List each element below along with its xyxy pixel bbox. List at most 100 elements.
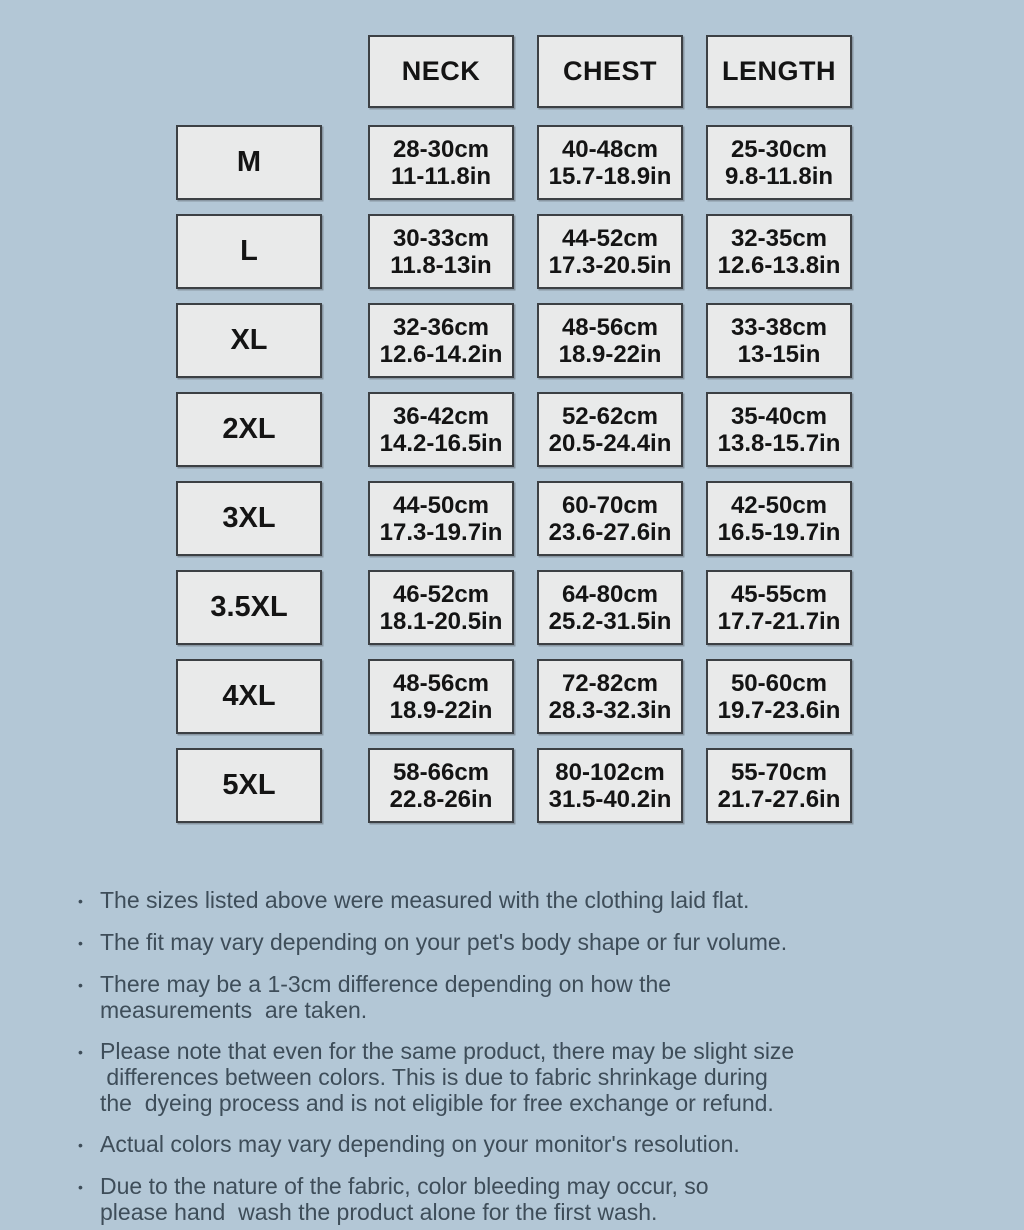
note-text: Actual colors may vary depending on your… (100, 1131, 740, 1157)
measurement-cell: 42-50cm 16.5-19.7in (706, 481, 852, 556)
bullet-icon: • (78, 935, 83, 951)
measurement-cell: 72-82cm 28.3-32.3in (537, 659, 683, 734)
size-label: M (176, 125, 322, 200)
measurement-cell: 35-40cm 13.8-15.7in (706, 392, 852, 467)
cm-range: 46-52cm (392, 580, 490, 608)
in-range: 17.3-20.5in (548, 251, 672, 279)
bullet-icon: • (78, 1137, 83, 1153)
note-item: • The sizes listed above were measured wi… (78, 887, 940, 914)
cm-range: 52-62cm (561, 402, 659, 430)
table-row: 5XL 58-66cm 22.8-26in 80-102cm 31.5-40.2in 55… (0, 748, 1024, 823)
table-row: 3.5XL 46-52cm 18.1-20.5in 64-80cm 25.2-31.5i… (0, 570, 1024, 645)
column-header-length: LENGTH (706, 35, 852, 108)
table-row: M 28-30cm 11-11.8in 40-48cm 15.7-18.9in 25-30… (0, 125, 1024, 200)
in-range: 20.5-24.4in (548, 429, 672, 457)
cm-range: 64-80cm (561, 580, 659, 608)
size-label: 3XL (176, 481, 322, 556)
column-header-chest: CHEST (537, 35, 683, 108)
in-range: 21.7-27.6in (717, 785, 841, 813)
bullet-icon: • (78, 1179, 83, 1195)
in-range: 18.9-22in (558, 340, 662, 368)
in-range: 18.9-22in (389, 696, 493, 724)
in-range: 25.2-31.5in (548, 607, 672, 635)
note-item: • Actual colors may vary depending on you… (78, 1131, 940, 1158)
measurement-cell: 32-36cm 12.6-14.2in (368, 303, 514, 378)
measurement-cell: 33-38cm 13-15in (706, 303, 852, 378)
column-header-neck: NECK (368, 35, 514, 108)
in-range: 11-11.8in (390, 162, 492, 190)
cm-range: 30-33cm (392, 224, 490, 252)
in-range: 13.8-15.7in (717, 429, 841, 457)
cm-range: 42-50cm (730, 491, 828, 519)
note-item: • Due to the nature of the fabric, color … (78, 1173, 940, 1225)
in-range: 11.8-13in (390, 251, 492, 279)
header-row: NECK CHEST LENGTH (0, 35, 1024, 110)
note-item: • The fit may vary depending on your pet'… (78, 929, 940, 956)
cm-range: 58-66cm (392, 758, 490, 786)
in-range: 31.5-40.2in (548, 785, 672, 813)
size-chart-table: NECK CHEST LENGTH M 28-30cm 11-11.8in 40-48… (0, 35, 1024, 823)
cm-range: 32-35cm (730, 224, 828, 252)
table-body: M 28-30cm 11-11.8in 40-48cm 15.7-18.9in 25-30… (0, 125, 1024, 823)
measurement-cell: 32-35cm 12.6-13.8in (706, 214, 852, 289)
table-row: 2XL 36-42cm 14.2-16.5in 52-62cm 20.5-24.4in 3… (0, 392, 1024, 467)
in-range: 18.1-20.5in (379, 607, 503, 635)
measurement-cell: 25-30cm 9.8-11.8in (706, 125, 852, 200)
measurement-cell: 48-56cm 18.9-22in (368, 659, 514, 734)
in-range: 28.3-32.3in (548, 696, 672, 724)
note-text: The sizes listed above were measured wit… (100, 887, 750, 913)
cm-range: 55-70cm (730, 758, 828, 786)
table-row: XL 32-36cm 12.6-14.2in 48-56cm 18.9-22in 33-3… (0, 303, 1024, 378)
note-text: There may be a 1-3cm difference dependin… (100, 971, 672, 1023)
measurement-cell: 48-56cm 18.9-22in (537, 303, 683, 378)
size-label: 4XL (176, 659, 322, 734)
cm-range: 45-55cm (730, 580, 828, 608)
cm-range: 36-42cm (392, 402, 490, 430)
cm-range: 33-38cm (730, 313, 828, 341)
measurement-cell: 64-80cm 25.2-31.5in (537, 570, 683, 645)
cm-range: 44-52cm (561, 224, 659, 252)
cm-range: 32-36cm (392, 313, 490, 341)
cm-range: 48-56cm (561, 313, 659, 341)
in-range: 15.7-18.9in (548, 162, 672, 190)
cm-range: 40-48cm (561, 135, 659, 163)
measurement-cell: 28-30cm 11-11.8in (368, 125, 514, 200)
cm-range: 35-40cm (730, 402, 828, 430)
note-text: The fit may vary depending on your pet's… (100, 929, 788, 955)
table-row: 3XL 44-50cm 17.3-19.7in 60-70cm 23.6-27.6in 4… (0, 481, 1024, 556)
in-range: 23.6-27.6in (548, 518, 672, 546)
in-range: 17.3-19.7in (379, 518, 503, 546)
measurement-cell: 50-60cm 19.7-23.6in (706, 659, 852, 734)
measurement-cell: 55-70cm 21.7-27.6in (706, 748, 852, 823)
in-range: 12.6-14.2in (379, 340, 503, 368)
cm-range: 72-82cm (561, 669, 659, 697)
notes-list: • The sizes listed above were measured wi… (0, 887, 940, 1225)
size-label: 2XL (176, 392, 322, 467)
cm-range: 28-30cm (392, 135, 490, 163)
measurement-cell: 46-52cm 18.1-20.5in (368, 570, 514, 645)
measurement-cell: 45-55cm 17.7-21.7in (706, 570, 852, 645)
in-range: 14.2-16.5in (379, 429, 503, 457)
note-item: • There may be a 1-3cm difference dependi… (78, 971, 940, 1023)
measurement-cell: 58-66cm 22.8-26in (368, 748, 514, 823)
measurement-cell: 44-50cm 17.3-19.7in (368, 481, 514, 556)
table-row: L 30-33cm 11.8-13in 44-52cm 17.3-20.5in 32-35… (0, 214, 1024, 289)
measurement-cell: 60-70cm 23.6-27.6in (537, 481, 683, 556)
bullet-icon: • (78, 893, 83, 909)
in-range: 22.8-26in (389, 785, 493, 813)
size-label: 3.5XL (176, 570, 322, 645)
measurement-cell: 52-62cm 20.5-24.4in (537, 392, 683, 467)
measurement-cell: 30-33cm 11.8-13in (368, 214, 514, 289)
in-range: 16.5-19.7in (717, 518, 841, 546)
size-label: L (176, 214, 322, 289)
size-label: 5XL (176, 748, 322, 823)
bullet-icon: • (78, 1044, 83, 1060)
measurement-cell: 36-42cm 14.2-16.5in (368, 392, 514, 467)
table-row: 4XL 48-56cm 18.9-22in 72-82cm 28.3-32.3in 50-… (0, 659, 1024, 734)
in-range: 12.6-13.8in (717, 251, 841, 279)
cm-range: 50-60cm (730, 669, 828, 697)
cm-range: 25-30cm (730, 135, 828, 163)
cm-range: 60-70cm (561, 491, 659, 519)
cm-range: 44-50cm (392, 491, 490, 519)
